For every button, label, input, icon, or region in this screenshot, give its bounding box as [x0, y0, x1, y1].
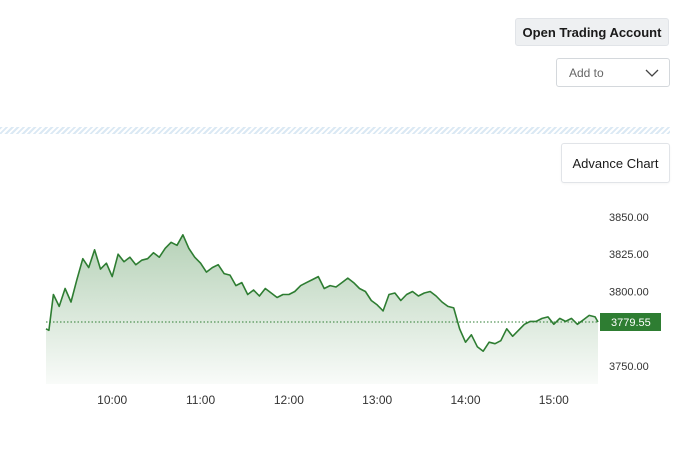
advance-chart-button[interactable]: Advance Chart — [561, 143, 670, 183]
price-area — [46, 234, 598, 384]
x-tick-label: 15:00 — [539, 393, 569, 407]
y-tick-label: 3850.00 — [609, 212, 649, 224]
last-price-badge — [600, 313, 661, 331]
add-to-dropdown[interactable]: Add to — [556, 58, 670, 87]
section-divider — [0, 127, 670, 134]
last-price-label: 3779.55 — [611, 317, 651, 329]
x-tick-label: 10:00 — [97, 393, 127, 407]
price-line — [45, 234, 599, 352]
x-tick-label: 14:00 — [450, 393, 480, 407]
y-tick-label: 3750.00 — [609, 361, 649, 373]
x-tick-label: 13:00 — [362, 393, 392, 407]
add-to-label: Add to — [569, 65, 604, 80]
y-tick-label: 3825.00 — [609, 249, 649, 261]
x-tick-label: 11:00 — [186, 393, 215, 407]
x-tick-label: 12:00 — [274, 393, 304, 407]
y-tick-label: 3800.00 — [609, 287, 649, 299]
open-trading-account-button[interactable]: Open Trading Account — [515, 18, 669, 46]
chevron-down-icon — [645, 69, 659, 77]
